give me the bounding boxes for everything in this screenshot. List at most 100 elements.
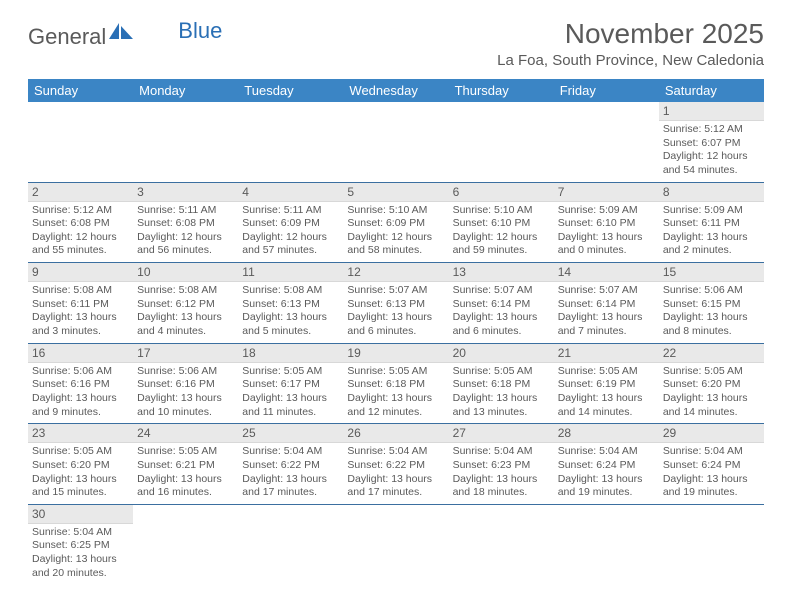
sunrise-line: Sunrise: 5:04 AM xyxy=(558,445,655,459)
daylight-line: Daylight: 13 hours and 3 minutes. xyxy=(32,311,129,338)
sunset-line: Sunset: 6:18 PM xyxy=(453,378,550,392)
logo-word2: Blue xyxy=(178,18,222,44)
day-content: Sunrise: 5:06 AMSunset: 6:16 PMDaylight:… xyxy=(133,363,238,424)
calendar-day-cell: 5Sunrise: 5:10 AMSunset: 6:09 PMDaylight… xyxy=(343,182,448,263)
daylight-line: Daylight: 13 hours and 19 minutes. xyxy=(663,473,760,500)
title-block: November 2025 La Foa, South Province, Ne… xyxy=(497,18,764,69)
sunset-line: Sunset: 6:24 PM xyxy=(663,459,760,473)
sunrise-line: Sunrise: 5:05 AM xyxy=(453,365,550,379)
day-content: Sunrise: 5:06 AMSunset: 6:15 PMDaylight:… xyxy=(659,282,764,343)
day-content: Sunrise: 5:06 AMSunset: 6:16 PMDaylight:… xyxy=(28,363,133,424)
daylight-line: Daylight: 13 hours and 8 minutes. xyxy=(663,311,760,338)
calendar-empty-cell xyxy=(449,102,554,182)
day-content: Sunrise: 5:04 AMSunset: 6:24 PMDaylight:… xyxy=(554,443,659,504)
day-content: Sunrise: 5:04 AMSunset: 6:22 PMDaylight:… xyxy=(343,443,448,504)
sunrise-line: Sunrise: 5:04 AM xyxy=(242,445,339,459)
daylight-line: Daylight: 12 hours and 57 minutes. xyxy=(242,231,339,258)
day-content: Sunrise: 5:05 AMSunset: 6:18 PMDaylight:… xyxy=(449,363,554,424)
day-number: 21 xyxy=(554,344,659,363)
logo: General Blue xyxy=(28,24,222,50)
daylight-line: Daylight: 13 hours and 17 minutes. xyxy=(347,473,444,500)
logo-sail-icon xyxy=(108,22,134,40)
day-number: 2 xyxy=(28,183,133,202)
day-number: 11 xyxy=(238,263,343,282)
calendar-day-cell: 16Sunrise: 5:06 AMSunset: 6:16 PMDayligh… xyxy=(28,343,133,424)
calendar-day-cell: 29Sunrise: 5:04 AMSunset: 6:24 PMDayligh… xyxy=(659,424,764,505)
day-content: Sunrise: 5:05 AMSunset: 6:20 PMDaylight:… xyxy=(28,443,133,504)
calendar-empty-cell xyxy=(449,504,554,584)
sunrise-line: Sunrise: 5:05 AM xyxy=(558,365,655,379)
day-number: 22 xyxy=(659,344,764,363)
day-number: 10 xyxy=(133,263,238,282)
weekday-header: Tuesday xyxy=(238,79,343,102)
sunset-line: Sunset: 6:22 PM xyxy=(242,459,339,473)
calendar-empty-cell xyxy=(659,504,764,584)
calendar-empty-cell xyxy=(238,102,343,182)
sunrise-line: Sunrise: 5:12 AM xyxy=(32,204,129,218)
day-number: 12 xyxy=(343,263,448,282)
day-content: Sunrise: 5:10 AMSunset: 6:10 PMDaylight:… xyxy=(449,202,554,263)
daylight-line: Daylight: 13 hours and 15 minutes. xyxy=(32,473,129,500)
daylight-line: Daylight: 13 hours and 6 minutes. xyxy=(347,311,444,338)
sunset-line: Sunset: 6:14 PM xyxy=(453,298,550,312)
calendar-day-cell: 8 Sunrise: 5:09 AMSunset: 6:11 PMDaylight… xyxy=(659,182,764,263)
day-content: Sunrise: 5:11 AMSunset: 6:09 PMDaylight:… xyxy=(238,202,343,263)
daylight-line: Daylight: 13 hours and 2 minutes. xyxy=(663,231,760,258)
daylight-line: Daylight: 13 hours and 19 minutes. xyxy=(558,473,655,500)
day-number: 17 xyxy=(133,344,238,363)
day-content: Sunrise: 5:11 AMSunset: 6:08 PMDaylight:… xyxy=(133,202,238,263)
day-number: 15 xyxy=(659,263,764,282)
day-number: 30 xyxy=(28,505,133,524)
daylight-line: Daylight: 13 hours and 16 minutes. xyxy=(137,473,234,500)
day-number: 7 xyxy=(554,183,659,202)
sunrise-line: Sunrise: 5:09 AM xyxy=(663,204,760,218)
calendar-day-cell: 28Sunrise: 5:04 AMSunset: 6:24 PMDayligh… xyxy=(554,424,659,505)
calendar-day-cell: 2Sunrise: 5:12 AMSunset: 6:08 PMDaylight… xyxy=(28,182,133,263)
daylight-line: Daylight: 13 hours and 14 minutes. xyxy=(558,392,655,419)
calendar-day-cell: 26Sunrise: 5:04 AMSunset: 6:22 PMDayligh… xyxy=(343,424,448,505)
sunrise-line: Sunrise: 5:05 AM xyxy=(347,365,444,379)
calendar-day-cell: 18Sunrise: 5:05 AMSunset: 6:17 PMDayligh… xyxy=(238,343,343,424)
calendar-page: General Blue November 2025 La Foa, South… xyxy=(0,0,792,584)
calendar-week-row: 1Sunrise: 5:12 AMSunset: 6:07 PMDaylight… xyxy=(28,102,764,182)
calendar-day-cell: 21Sunrise: 5:05 AMSunset: 6:19 PMDayligh… xyxy=(554,343,659,424)
sunset-line: Sunset: 6:08 PM xyxy=(32,217,129,231)
day-number: 24 xyxy=(133,424,238,443)
day-content: Sunrise: 5:04 AMSunset: 6:25 PMDaylight:… xyxy=(28,524,133,585)
weekday-header: Thursday xyxy=(449,79,554,102)
sunrise-line: Sunrise: 5:08 AM xyxy=(242,284,339,298)
day-content: Sunrise: 5:12 AMSunset: 6:07 PMDaylight:… xyxy=(659,121,764,182)
day-content: Sunrise: 5:05 AMSunset: 6:20 PMDaylight:… xyxy=(659,363,764,424)
calendar-header-row: SundayMondayTuesdayWednesdayThursdayFrid… xyxy=(28,79,764,102)
day-content: Sunrise: 5:12 AMSunset: 6:08 PMDaylight:… xyxy=(28,202,133,263)
sunrise-line: Sunrise: 5:06 AM xyxy=(663,284,760,298)
sunset-line: Sunset: 6:13 PM xyxy=(347,298,444,312)
calendar-day-cell: 19Sunrise: 5:05 AMSunset: 6:18 PMDayligh… xyxy=(343,343,448,424)
weekday-header: Saturday xyxy=(659,79,764,102)
header: General Blue November 2025 La Foa, South… xyxy=(28,18,764,69)
daylight-line: Daylight: 12 hours and 54 minutes. xyxy=(663,150,760,177)
sunrise-line: Sunrise: 5:05 AM xyxy=(32,445,129,459)
daylight-line: Daylight: 13 hours and 13 minutes. xyxy=(453,392,550,419)
sunrise-line: Sunrise: 5:10 AM xyxy=(453,204,550,218)
daylight-line: Daylight: 13 hours and 9 minutes. xyxy=(32,392,129,419)
daylight-line: Daylight: 13 hours and 14 minutes. xyxy=(663,392,760,419)
calendar-empty-cell xyxy=(28,102,133,182)
sunset-line: Sunset: 6:18 PM xyxy=(347,378,444,392)
sunrise-line: Sunrise: 5:06 AM xyxy=(137,365,234,379)
weekday-header: Friday xyxy=(554,79,659,102)
calendar-table: SundayMondayTuesdayWednesdayThursdayFrid… xyxy=(28,79,764,584)
day-number: 25 xyxy=(238,424,343,443)
daylight-line: Daylight: 13 hours and 12 minutes. xyxy=(347,392,444,419)
daylight-line: Daylight: 13 hours and 5 minutes. xyxy=(242,311,339,338)
sunrise-line: Sunrise: 5:04 AM xyxy=(347,445,444,459)
sunset-line: Sunset: 6:10 PM xyxy=(453,217,550,231)
calendar-empty-cell xyxy=(133,504,238,584)
daylight-line: Daylight: 13 hours and 17 minutes. xyxy=(242,473,339,500)
sunset-line: Sunset: 6:10 PM xyxy=(558,217,655,231)
sunset-line: Sunset: 6:11 PM xyxy=(663,217,760,231)
sunset-line: Sunset: 6:25 PM xyxy=(32,539,129,553)
day-content: Sunrise: 5:09 AMSunset: 6:10 PMDaylight:… xyxy=(554,202,659,263)
day-number: 8 xyxy=(659,183,764,202)
calendar-week-row: 23Sunrise: 5:05 AMSunset: 6:20 PMDayligh… xyxy=(28,424,764,505)
